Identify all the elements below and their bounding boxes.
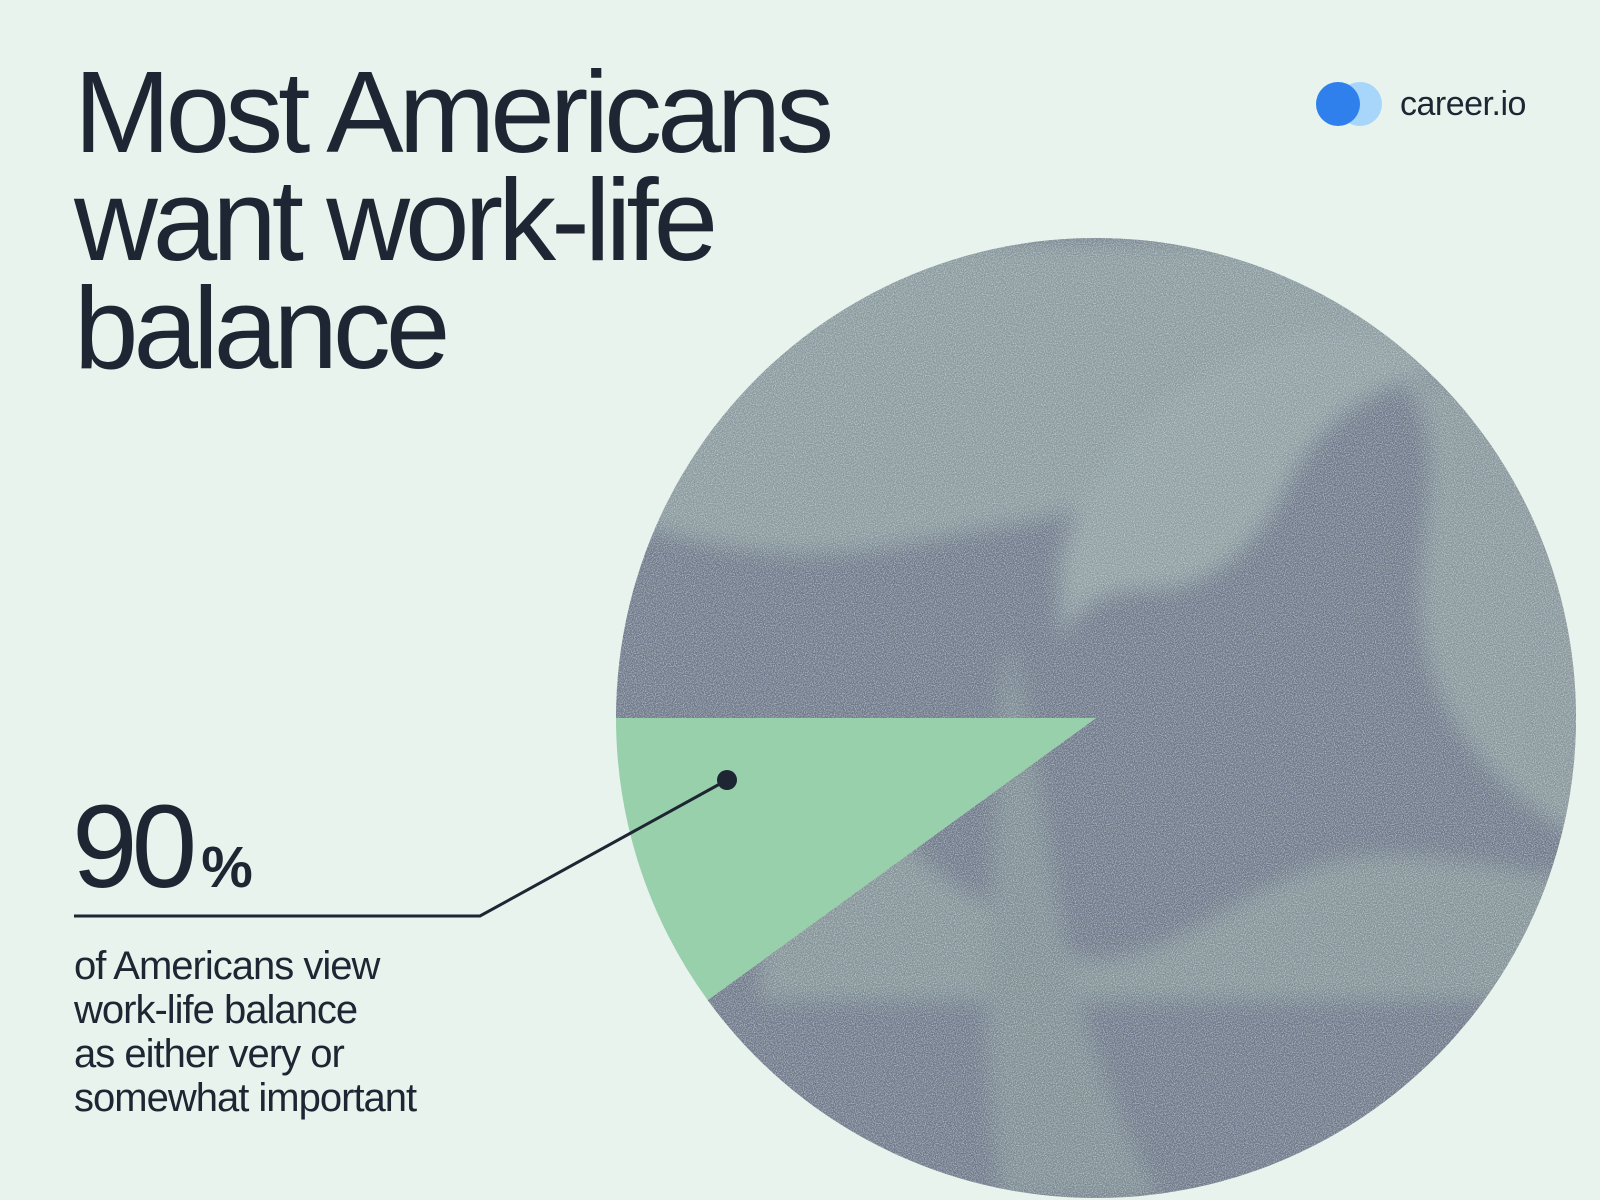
stat-unit: % bbox=[201, 835, 253, 900]
callout-dot bbox=[717, 770, 737, 790]
stat-callout: 90% bbox=[72, 788, 253, 906]
page-title: Most Americans want work-life balance bbox=[74, 47, 834, 393]
pie-texture bbox=[616, 238, 1576, 1198]
title-line-2: want work-life bbox=[74, 155, 718, 285]
career-io-logo-icon bbox=[1316, 80, 1386, 128]
stat-description-line-4: somewhat important bbox=[74, 1076, 417, 1120]
title-line-1: Most Americans bbox=[74, 47, 834, 177]
title-line-3: balance bbox=[74, 263, 450, 393]
stat-description-line-1: of Americans view bbox=[74, 944, 380, 988]
stat-description-line-3: as either very or bbox=[74, 1032, 345, 1076]
brand-name: career.io bbox=[1400, 84, 1526, 123]
brand-logo[interactable]: career.io bbox=[1316, 80, 1526, 128]
pie-slice-highlight bbox=[616, 718, 1096, 1001]
stat-value: 90 bbox=[72, 781, 197, 913]
stat-description: of Americans view work-life balance as e… bbox=[74, 944, 534, 1120]
stat-description-line-2: work-life balance bbox=[74, 988, 358, 1032]
callout-connector bbox=[74, 770, 737, 918]
